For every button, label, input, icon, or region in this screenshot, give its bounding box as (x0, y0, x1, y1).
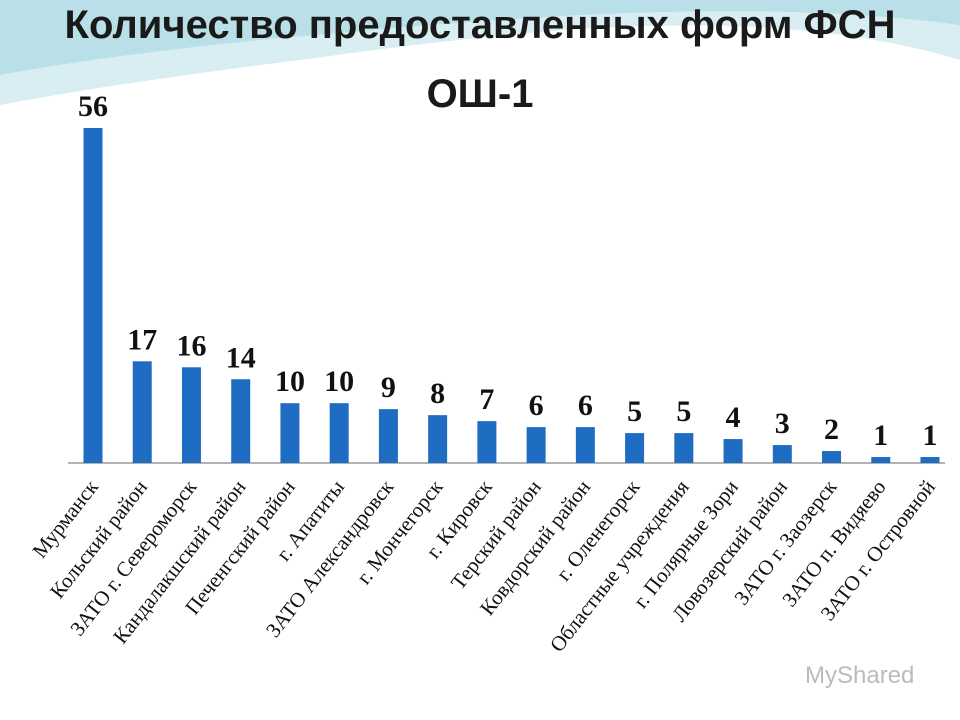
bar (83, 128, 103, 463)
value-label: 4 (726, 401, 741, 434)
value-label: 5 (676, 395, 691, 428)
bar (477, 421, 497, 463)
value-label: 10 (275, 365, 305, 398)
chart-title: ОШ-1 (427, 72, 534, 116)
bar (329, 403, 349, 463)
value-label: 17 (127, 323, 157, 356)
bar (625, 433, 645, 463)
bar (428, 415, 448, 463)
bar (723, 439, 743, 463)
value-label: 56 (78, 90, 108, 123)
bar (674, 433, 694, 463)
value-label: 9 (381, 371, 396, 404)
background-swoosh (0, 0, 960, 75)
value-label: 8 (430, 377, 445, 410)
value-label: 16 (176, 329, 206, 362)
value-label: 5 (627, 395, 642, 428)
bar (772, 445, 792, 463)
bar (231, 379, 251, 463)
bar (920, 457, 940, 463)
value-label: 10 (324, 365, 354, 398)
bar (575, 427, 595, 463)
bar (181, 367, 201, 463)
bar (822, 451, 842, 463)
bar (378, 409, 398, 463)
value-label: 3 (775, 407, 790, 440)
bar (280, 403, 300, 463)
value-label: 1 (873, 419, 888, 452)
bar (526, 427, 546, 463)
value-label: 2 (824, 413, 839, 446)
chart-title: Количество предоставленных форм ФСН (65, 3, 896, 47)
value-label: 1 (923, 419, 938, 452)
bar (871, 457, 891, 463)
value-label: 6 (529, 389, 544, 422)
bar (132, 361, 152, 463)
value-label: 6 (578, 389, 593, 422)
value-label: 14 (226, 341, 256, 374)
watermark: MyShared (805, 662, 914, 689)
value-label: 7 (479, 383, 494, 416)
